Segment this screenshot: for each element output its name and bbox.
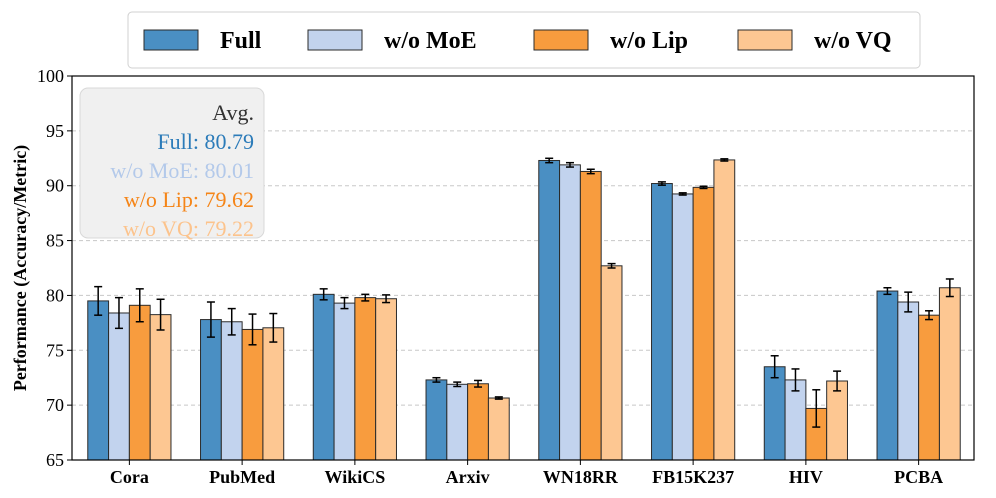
x-tick-label: Arxiv [446,467,490,487]
bar-w-o-vq-fb15k237 [713,159,736,461]
bar-w-o-lip-cora [128,304,151,461]
bar-w-o-moe-wn18rr [559,164,581,461]
bar-w-o-moe-pcba [897,301,920,461]
bar-w-o-lip-pubmed [241,328,264,461]
bar-w-o-vq-hiv [826,380,848,461]
y-tick-label: 70 [46,395,64,415]
y-tick-label: 85 [46,231,64,251]
annotation-line: w/o VQ: 79.22 [123,216,254,241]
x-tick-label: WN18RR [543,467,619,487]
bar-w-o-vq-wn18rr [600,265,623,461]
bar-full-wikics [312,293,335,461]
y-axis-label: Performance (Accuracy/Metric) [10,145,31,391]
bar-w-o-lip-pcba [918,314,940,461]
legend-label: w/o VQ [814,28,892,54]
annotation-line: Full: 80.79 [157,129,254,154]
bar-full-pubmed [200,319,222,461]
bar-w-o-lip-fb15k237 [692,186,715,461]
legend: Full w/o MoE w/o Lip w/o VQ [127,11,921,69]
legend-swatch [307,29,363,51]
x-tick-label: HIV [789,467,823,487]
y-tick-label: 95 [46,121,64,141]
y-tick-label: 100 [37,66,64,86]
error-bars [94,157,954,428]
bar-w-o-lip-wikics [354,297,377,461]
x-tick-label: WikiCS [325,467,386,487]
legend-swatch [533,29,589,51]
legend-label: w/o MoE [384,28,477,54]
legend-label: w/o Lip [610,28,688,54]
bar-full-fb15k237 [651,183,673,461]
bar-full-arxiv [425,379,448,461]
bar-w-o-vq-cora [149,314,172,461]
x-tick-label: FB15K237 [652,467,734,487]
bar-w-o-vq-pubmed [262,327,285,461]
annotation-heading: Avg. [212,100,254,125]
average-annotation: Avg. Full: 80.79 w/o MoE: 80.01 w/o Lip: 7… [79,87,265,241]
bar-w-o-moe-wikics [333,302,356,461]
legend-swatch [737,29,793,51]
x-tick-label: Cora [110,467,149,487]
x-tick-label: PubMed [209,467,275,487]
bar-w-o-moe-fb15k237 [671,193,694,461]
bar-w-o-lip-arxiv [467,383,489,461]
bar-full-cora [87,300,110,461]
legend-swatch [143,29,199,51]
x-tick-label: PCBA [894,467,943,487]
bar-w-o-vq-arxiv [487,397,510,461]
y-tick-label: 65 [46,450,64,470]
bar-w-o-moe-arxiv [446,383,469,461]
y-tick-label: 80 [46,285,64,305]
bar-full-wn18rr [538,159,561,461]
bar-full-pcba [876,290,899,461]
bar-w-o-moe-pubmed [220,321,243,461]
x-axis: Cora PubMed WikiCS Arxiv WN18RR FB15K237 HIV PC… [110,460,943,487]
bar-w-o-vq-pcba [938,287,961,461]
annotation-line: w/o Lip: 79.62 [124,187,254,212]
bar-w-o-lip-wn18rr [579,170,602,461]
y-axis: 65 70 75 80 85 90 95 100 [37,66,72,470]
bar-w-o-vq-wikics [375,298,397,461]
bar-full-hiv [763,366,786,461]
legend-label: Full [220,28,262,54]
y-tick-label: 75 [46,340,64,360]
bar-w-o-moe-cora [108,312,130,461]
annotation-line: w/o MoE: 80.01 [110,158,254,183]
y-tick-label: 90 [46,176,64,196]
bar-w-o-moe-hiv [784,379,807,461]
